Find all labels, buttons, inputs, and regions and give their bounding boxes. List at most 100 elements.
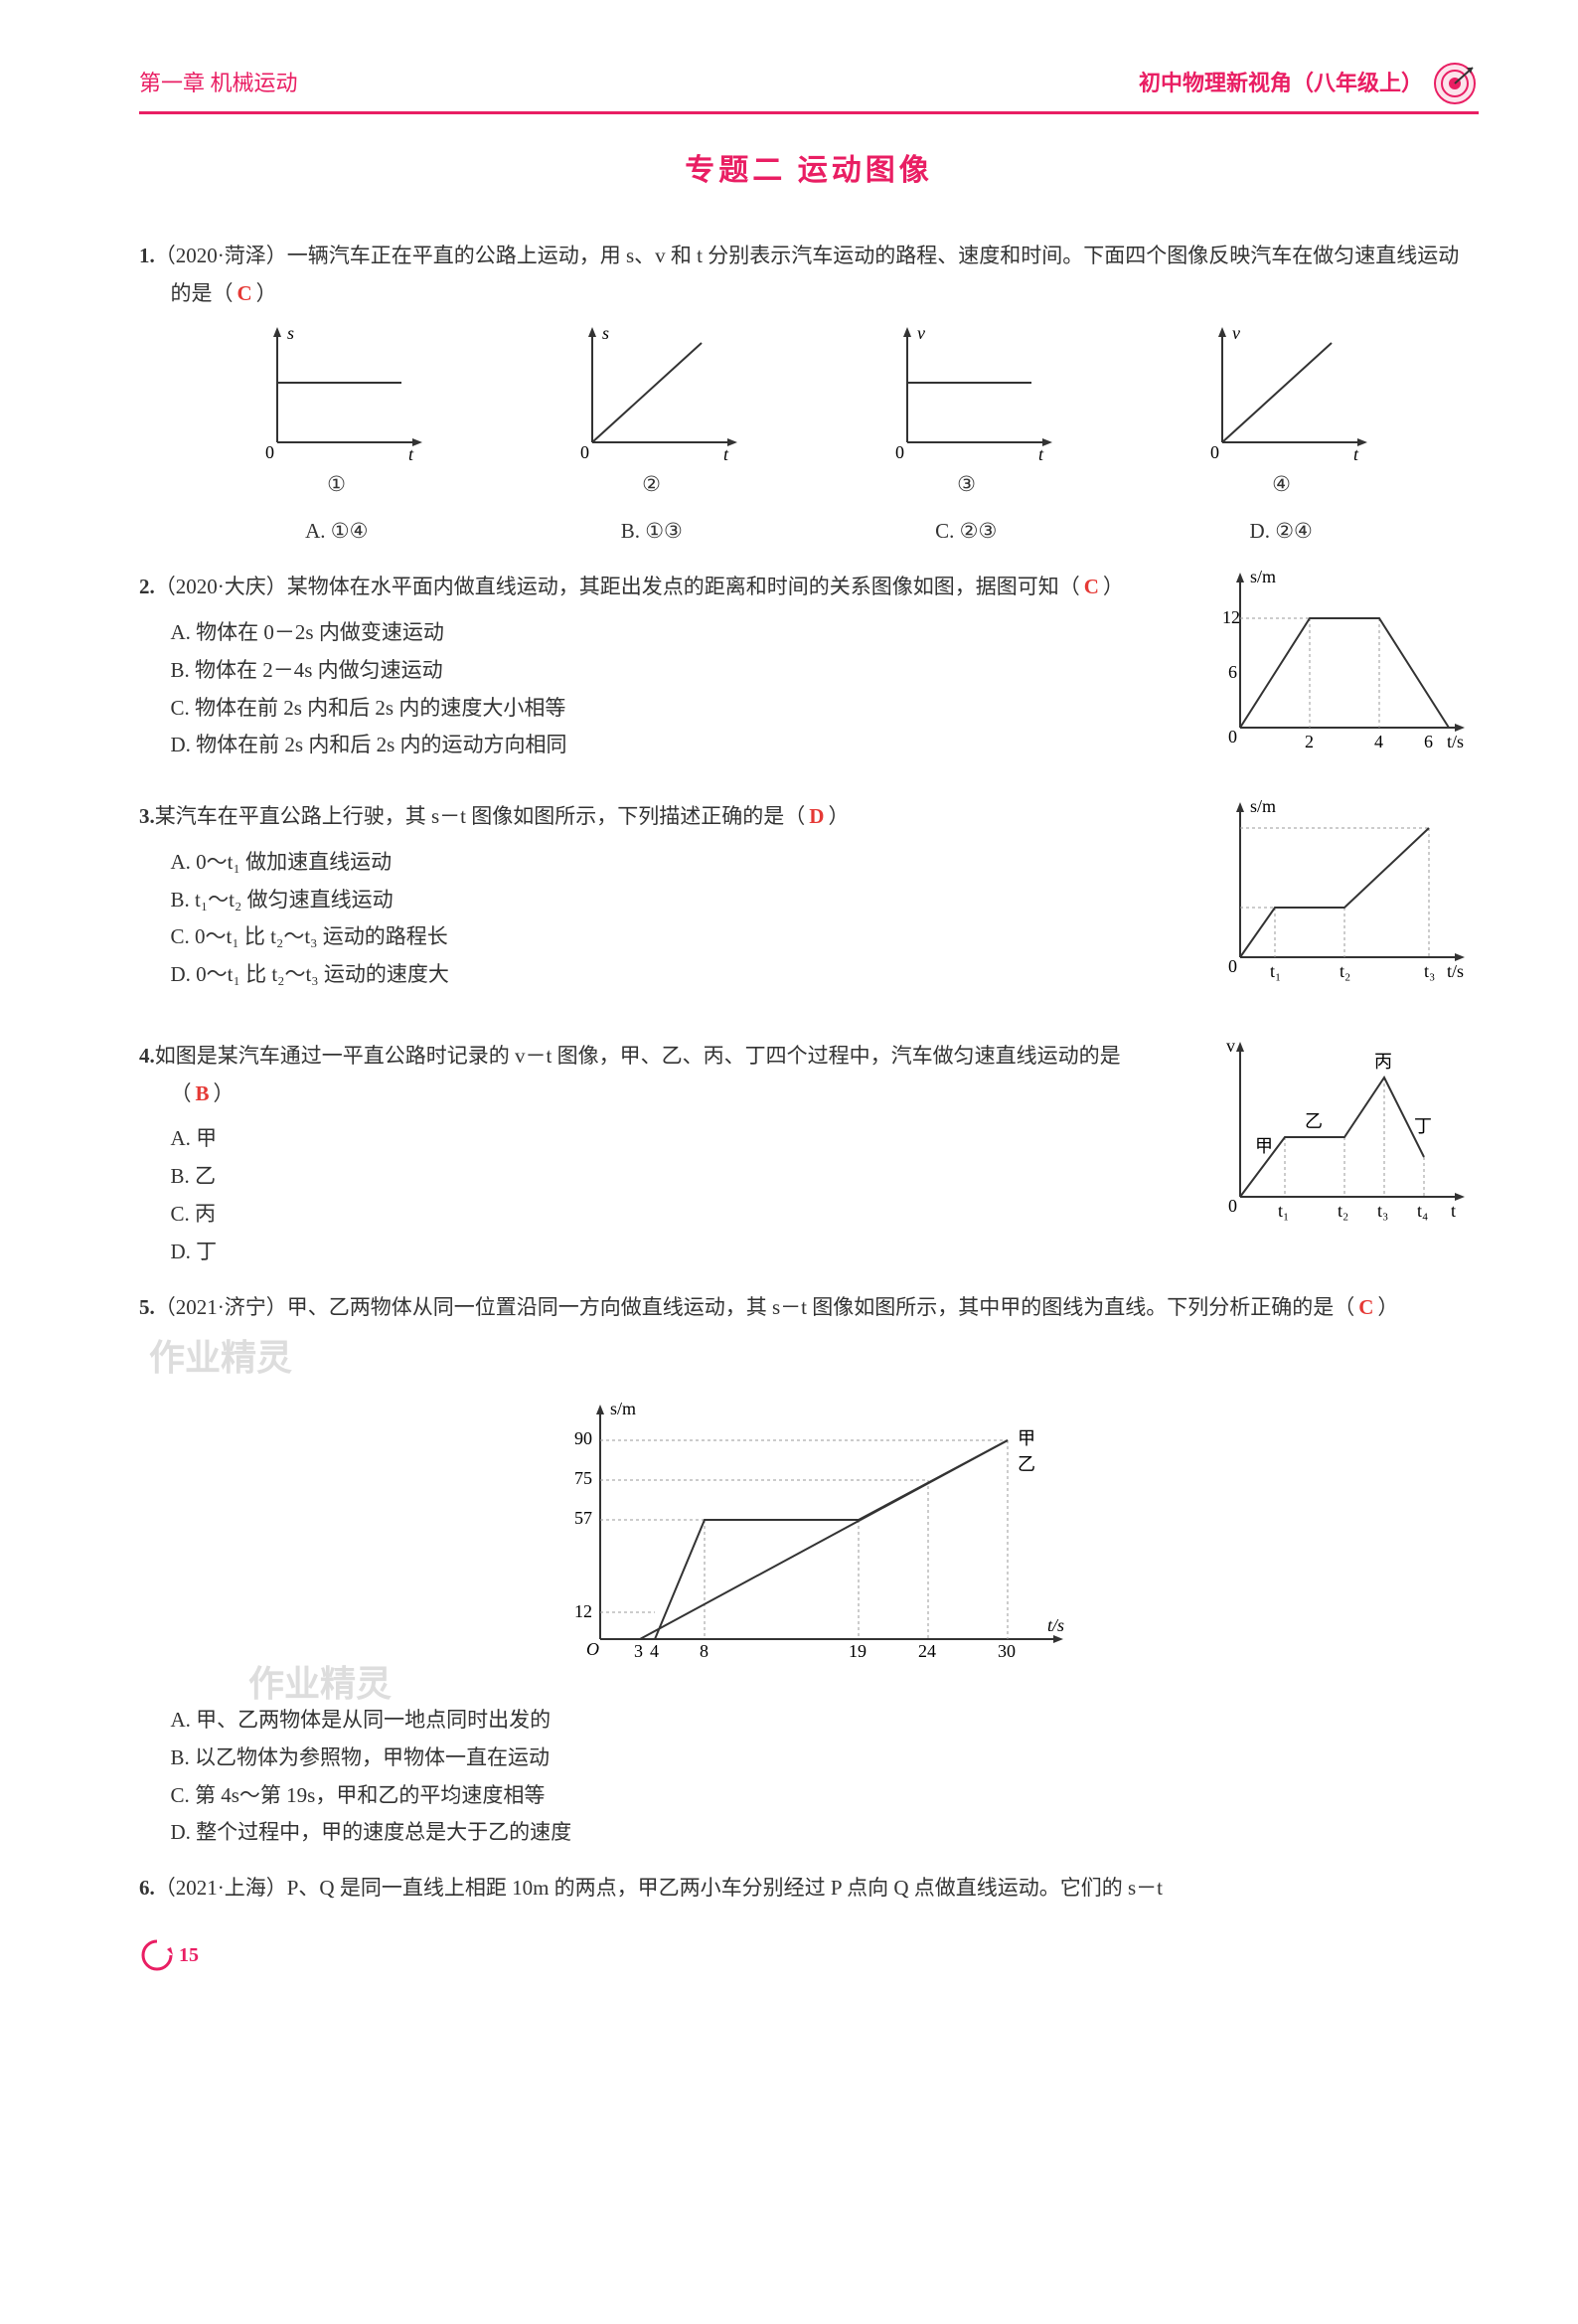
svg-text:0: 0 [580, 442, 589, 462]
q4-num: 4. [139, 1044, 155, 1068]
q2-opt-c: C. 物体在前 2s 内和后 2s 内的速度大小相等 [139, 690, 1181, 728]
q2-stem: 2.（2020·大庆）某物体在水平面内做直线运动，其距出发点的距离和时间的关系图… [139, 569, 1181, 606]
svg-text:v: v [1232, 323, 1240, 343]
question-3: 3.某汽车在平直公路上行驶，其 s－t 图像如图所示，下列描述正确的是（D） A… [139, 798, 1479, 1020]
svg-text:t/s: t/s [1447, 961, 1464, 981]
q5-opt-b: B. 以乙物体为参照物，甲物体一直在运动 [139, 1740, 1479, 1777]
svg-text:t/s: t/s [1447, 732, 1464, 751]
target-icon [1431, 60, 1479, 107]
svg-text:6: 6 [1424, 732, 1433, 751]
q1-answer: C [237, 281, 252, 305]
svg-text:0: 0 [1228, 1196, 1237, 1216]
q1-text: （2020·菏泽）一辆汽车正在平直的公路上运动，用 s、v 和 t 分别表示汽车… [155, 244, 1460, 305]
svg-text:6: 6 [1228, 662, 1237, 682]
section-title: 专题二 运动图像 [139, 144, 1479, 198]
q2-opt-b: B. 物体在 2－4s 内做匀速运动 [139, 652, 1181, 690]
svg-text:O: O [586, 1639, 599, 1659]
question-2: 2.（2020·大庆）某物体在水平面内做直线运动，其距出发点的距离和时间的关系图… [139, 569, 1479, 780]
q6-num: 6. [139, 1876, 155, 1900]
svg-text:4: 4 [650, 1641, 659, 1661]
q4-text: 如图是某汽车通过一平直公路时记录的 v－t 图像，甲、乙、丙、丁四个过程中，汽车… [155, 1044, 1121, 1105]
q5-text: （2021·济宁）甲、乙两物体从同一位置沿同一方向做直线运动，其 s－t 图像如… [155, 1295, 1355, 1319]
svg-text:t₁: t₁ [1270, 961, 1281, 981]
svg-text:t₂: t₂ [1340, 961, 1350, 981]
svg-text:t₂: t₂ [1338, 1201, 1348, 1221]
book-title: 初中物理新视角（八年级上） [1139, 64, 1423, 103]
q2-text: （2020·大庆）某物体在水平面内做直线运动，其距出发点的距离和时间的关系图像如… [155, 575, 1080, 598]
svg-text:8: 8 [700, 1641, 709, 1661]
svg-text:t: t [1038, 444, 1044, 462]
q3-opt-b: B. t₁～t₂ 做匀速直线运动 [139, 882, 1181, 919]
q1-opt-a: A. ①④ [305, 513, 368, 551]
svg-text:2: 2 [1305, 732, 1314, 751]
svg-text:t₁: t₁ [1278, 1201, 1289, 1221]
q4-opt-d: D. 丁 [139, 1234, 1181, 1271]
q1-graph-1: s t 0 ① [247, 323, 426, 504]
q2-figure: s/m t/s 0 12 6 2 4 6 [1200, 569, 1479, 780]
q6-text: （2021·上海）P、Q 是同一直线上相距 10m 的两点，甲乙两小车分别经过 … [155, 1876, 1163, 1900]
q2-opt-d: D. 物体在前 2s 内和后 2s 内的运动方向相同 [139, 727, 1181, 764]
q1-opt-c: C. ②③ [935, 513, 997, 551]
graph-num-3: ③ [877, 466, 1056, 504]
svg-text:v: v [917, 323, 925, 343]
page-header: 第一章 机械运动 初中物理新视角（八年级上） [139, 60, 1479, 114]
svg-text:甲: 甲 [1255, 1136, 1273, 1156]
svg-text:75: 75 [574, 1468, 592, 1488]
q3-figure: s/m t/s 0 t₁ t₂ t₃ [1200, 798, 1479, 1020]
svg-text:v: v [1226, 1038, 1235, 1056]
q1-graph-2: s t 0 ② [562, 323, 741, 504]
q4-figure: v t 0 t₁ t₂ t₃ t₄ 甲 乙 丙 丁 [1200, 1038, 1479, 1249]
q1-paren: ） [256, 281, 277, 305]
q1-opt-d: D. ②④ [1250, 513, 1313, 551]
svg-text:甲: 甲 [1018, 1428, 1035, 1448]
svg-text:t/s: t/s [1047, 1615, 1064, 1635]
svg-text:0: 0 [1228, 956, 1237, 976]
graph-num-2: ② [562, 466, 741, 504]
svg-text:57: 57 [574, 1508, 592, 1528]
q4-opt-a: A. 甲 [139, 1120, 1181, 1158]
svg-text:t: t [723, 444, 729, 462]
page-number: 15 [179, 1937, 199, 1973]
axis-label: t [408, 444, 414, 462]
svg-text:t₃: t₃ [1424, 961, 1435, 981]
q3-text: 某汽车在平直公路上行驶，其 s－t 图像如图所示，下列描述正确的是（ [155, 804, 806, 828]
svg-text:30: 30 [998, 1641, 1016, 1661]
svg-text:24: 24 [918, 1641, 936, 1661]
q4-opt-c: C. 丙 [139, 1196, 1181, 1234]
q1-graph-4: v t 0 ④ [1192, 323, 1371, 504]
q4-answer: B [196, 1081, 210, 1105]
svg-text:0: 0 [1210, 442, 1219, 462]
svg-text:t: t [1451, 1201, 1456, 1221]
svg-text:丙: 丙 [1374, 1052, 1392, 1072]
q1-num: 1. [139, 244, 155, 267]
q2-paren: ） [1103, 575, 1124, 598]
q3-num: 3. [139, 804, 155, 828]
q5-opt-c: C. 第 4s～第 19s，甲和乙的平均速度相等 [139, 1777, 1479, 1815]
svg-text:19: 19 [849, 1641, 867, 1661]
svg-text:丁: 丁 [1414, 1116, 1432, 1136]
q3-opt-a: A. 0～t₁ 做加速直线运动 [139, 844, 1181, 882]
svg-text:t₄: t₄ [1417, 1201, 1428, 1221]
svg-text:12: 12 [1222, 607, 1240, 627]
book-title-area: 初中物理新视角（八年级上） [1139, 60, 1479, 107]
question-5: 5.（2021·济宁）甲、乙两物体从同一位置沿同一方向做直线运动，其 s－t 图… [139, 1289, 1479, 1853]
q3-opt-d: D. 0～t₁ 比 t₂～t₃ 运动的速度大 [139, 956, 1181, 994]
q1-graph-3: v t 0 ③ [877, 323, 1056, 504]
svg-text:4: 4 [1374, 732, 1383, 751]
question-1: 1.（2020·菏泽）一辆汽车正在平直的公路上运动，用 s、v 和 t 分别表示… [139, 238, 1479, 551]
question-4: 4.如图是某汽车通过一平直公路时记录的 v－t 图像，甲、乙、丙、丁四个过程中，… [139, 1038, 1479, 1271]
q3-answer: D [809, 804, 824, 828]
page-number-area: 15 [139, 1937, 1479, 1973]
graph-num-1: ① [247, 466, 426, 504]
q3-stem: 3.某汽车在平直公路上行驶，其 s－t 图像如图所示，下列描述正确的是（D） [139, 798, 1181, 836]
svg-text:s: s [602, 323, 609, 343]
q4-stem: 4.如图是某汽车通过一平直公路时记录的 v－t 图像，甲、乙、丙、丁四个过程中，… [139, 1038, 1181, 1113]
svg-text:t: t [1353, 444, 1359, 462]
svg-text:乙: 乙 [1305, 1111, 1323, 1131]
question-6: 6.（2021·上海）P、Q 是同一直线上相距 10m 的两点，甲乙两小车分别经… [139, 1870, 1479, 1908]
svg-text:0: 0 [1228, 727, 1237, 747]
q1-graphs: s t 0 ① s t 0 ② [179, 323, 1439, 504]
page-icon [139, 1937, 175, 1973]
chapter-label: 第一章 机械运动 [139, 64, 298, 103]
axis-label: s [287, 323, 294, 343]
